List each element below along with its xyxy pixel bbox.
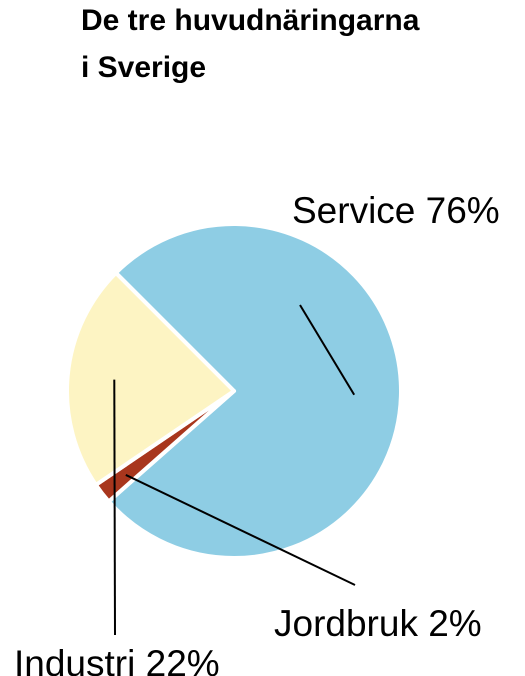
leader-line-service: [299, 304, 356, 396]
slice-label-industri: Industri 22%: [14, 643, 220, 676]
leader-line-industri: [113, 379, 116, 636]
pie-slice-industri: [65, 270, 236, 487]
chart-title-line-1: De tre huvudnäringarna: [81, 4, 420, 37]
pie-slices: [65, 222, 403, 560]
leader-line-jordbruk: [125, 474, 356, 586]
slice-label-jordbruk: Jordbruk 2%: [274, 603, 482, 644]
slice-labels: Service 76% Jordbruk 2% Industri 22%: [14, 190, 500, 676]
chart-title-line-2: i Sverige: [81, 51, 206, 84]
slice-label-service: Service 76%: [292, 190, 500, 231]
chart-title: De tre huvudnäringarna i Sverige: [81, 4, 420, 84]
leader-lines: [113, 304, 356, 636]
pie-slice-service: [106, 222, 403, 560]
